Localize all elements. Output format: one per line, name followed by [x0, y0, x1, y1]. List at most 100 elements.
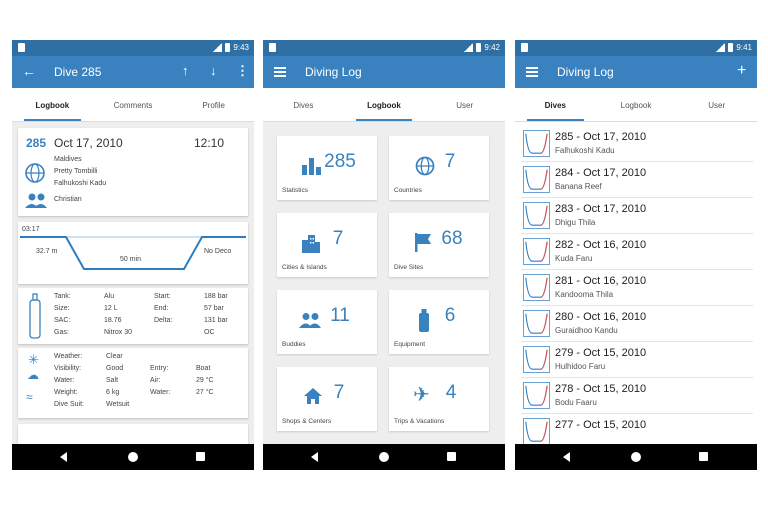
dive-list-item[interactable]: 282 - Oct 16, 2010 Kuda Faru [521, 234, 753, 270]
dive-site: Hulhidoo Faru [555, 362, 606, 371]
tank-value: 131 bar [204, 317, 228, 324]
nav-home-icon[interactable] [631, 452, 641, 462]
tank-key: Tank: [54, 293, 71, 300]
menu-icon[interactable] [274, 67, 286, 77]
nav-back-icon[interactable] [311, 452, 318, 462]
signal-icon [213, 43, 223, 52]
tile-label: Shops & Centers [282, 418, 332, 425]
dive-title: 282 - Oct 16, 2010 [555, 239, 647, 251]
tile-shops-centers[interactable]: 7 Shops & Centers [277, 367, 377, 431]
dive-site: Bodu Faaru [555, 398, 597, 407]
app-bar: Diving Log + [515, 56, 757, 88]
tank-icon [419, 309, 429, 332]
tank-value: 188 bar [204, 293, 228, 300]
tile-label: Countries [394, 187, 422, 194]
tile-equipment[interactable]: 6 Equipment [389, 290, 489, 354]
dive-list-item[interactable]: 277 - Oct 15, 2010 [521, 414, 753, 444]
nav-back-icon[interactable] [60, 452, 67, 462]
arrow-down-icon[interactable]: ↓ [210, 63, 217, 78]
app-bar: Diving Log [263, 56, 505, 88]
dive-list-item[interactable]: 279 - Oct 15, 2010 Hulhidoo Faru [521, 342, 753, 378]
nav-recents-icon[interactable] [447, 452, 456, 461]
dive-number: 285 [26, 136, 47, 150]
people-icon [299, 313, 321, 328]
signal-icon [464, 43, 474, 52]
dives-list-screen: 9:41 Diving Log + Dives Logbook User 285… [515, 40, 757, 470]
dive-list-item[interactable]: 284 - Oct 17, 2010 Banana Reef [521, 162, 753, 198]
tab-profile[interactable]: Profile [202, 101, 226, 110]
globe-icon [25, 163, 45, 183]
dive-title: 285 - Oct 17, 2010 [555, 131, 647, 143]
tab-dives[interactable]: Dives [515, 88, 596, 121]
tab-user[interactable]: User [708, 101, 726, 110]
tank-card[interactable]: Tank: Alu Start: 188 bar Size: 12 L End:… [18, 288, 248, 344]
dive-profile-thumbnail-icon [523, 382, 550, 409]
tab-dives[interactable]: Dives [293, 101, 314, 110]
dive-title: 278 - Oct 15, 2010 [555, 383, 647, 395]
tile-countries[interactable]: 7 Countries [389, 136, 489, 200]
overflow-menu-icon[interactable]: ⋮ [236, 63, 249, 78]
tile-value: 7 [444, 151, 456, 172]
tile-dive-sites[interactable]: 68 Dive Sites [389, 213, 489, 277]
dive-header-card[interactable]: 285 Oct 17, 2010 12:10 Maldives Pretty T… [18, 128, 248, 216]
arrow-up-icon[interactable]: ↑ [182, 63, 189, 78]
nav-recents-icon[interactable] [699, 452, 708, 461]
tile-statistics[interactable]: 285 Statistics [277, 136, 377, 200]
nav-home-icon[interactable] [379, 452, 389, 462]
dive-title: 283 - Oct 17, 2010 [555, 203, 647, 215]
tab-user[interactable]: User [456, 101, 474, 110]
tab-logbook[interactable]: Logbook [12, 88, 93, 121]
tab-logbook[interactable]: Logbook [344, 88, 425, 121]
nav-back-icon[interactable] [563, 452, 570, 462]
tile-value: 7 [332, 228, 344, 249]
condition-value: 6 kg [106, 389, 120, 396]
water-wave-icon: ≈ [26, 390, 33, 404]
status-bar: 9:43 [12, 40, 254, 56]
dive-list-item[interactable]: 283 - Oct 17, 2010 Dhigu Thila [521, 198, 753, 234]
tile-cities-islands[interactable]: 7 Cities & Islands [277, 213, 377, 277]
dive-list-item[interactable]: 280 - Oct 16, 2010 Guraidhoo Kandu [521, 306, 753, 342]
dive-site: Guraidhoo Kandu [555, 326, 618, 335]
tab-comments[interactable]: Comments [113, 101, 153, 110]
battery-icon [225, 43, 231, 52]
bar-chart-icon [302, 158, 321, 175]
clock: 9:41 [736, 43, 752, 52]
battery-icon [476, 43, 482, 52]
dive-title: 280 - Oct 16, 2010 [555, 311, 647, 323]
tank-value: Nitrox 30 [104, 329, 133, 336]
tab-logbook[interactable]: Logbook [620, 101, 652, 110]
dive-list-item[interactable]: 278 - Oct 15, 2010 Bodu Faaru [521, 378, 753, 414]
dive-site: Falhukoshi Kadu [555, 146, 615, 155]
dive-list-item[interactable]: 285 - Oct 17, 2010 Falhukoshi Kadu [521, 126, 753, 162]
dive-profile-thumbnail-icon [523, 202, 550, 229]
tile-trips-vacations[interactable]: ✈ 4 Trips & Vacations [389, 367, 489, 431]
dive-site: Kuda Faru [555, 254, 593, 263]
tile-value: 285 [324, 151, 356, 172]
condition-value: Salt [106, 377, 119, 384]
add-icon[interactable]: + [737, 62, 747, 79]
menu-icon[interactable] [526, 67, 538, 77]
dive-list: 285 - Oct 17, 2010 Falhukoshi Kadu 284 - O… [515, 122, 757, 444]
sun-icon: ✳ [28, 352, 39, 367]
dive-profile-card[interactable]: 03:17 32.7 m 50 min No Deco [18, 222, 248, 284]
tank-key: Start: [154, 293, 171, 300]
dive-list-item[interactable]: 281 - Oct 16, 2010 Kandooma Thila [521, 270, 753, 306]
back-arrow-icon[interactable]: ← [22, 63, 36, 79]
tank-key: Delta: [154, 317, 173, 324]
tank-icon [29, 293, 41, 339]
nav-recents-icon[interactable] [196, 452, 205, 461]
tile-buddies[interactable]: 11 Buddies [277, 290, 377, 354]
condition-value: Wetsuit [106, 401, 130, 408]
conditions-card[interactable]: ✳ ☁ ≈ Weather: Clear Visibility: Good En… [18, 348, 248, 418]
tank-key: Gas: [54, 329, 69, 336]
tank-value: 18.76 [104, 317, 122, 324]
nav-home-icon[interactable] [128, 452, 138, 462]
sd-card-icon [269, 43, 276, 52]
dive-profile-thumbnail-icon [523, 418, 550, 444]
tank-key: Size: [54, 305, 70, 312]
tank-value: 12 L [104, 305, 118, 312]
signal-icon [716, 43, 726, 52]
system-nav-bar [12, 444, 254, 470]
profile-max-depth: 32.7 m [36, 248, 58, 255]
tab-bar: Dives Logbook User [515, 88, 757, 122]
